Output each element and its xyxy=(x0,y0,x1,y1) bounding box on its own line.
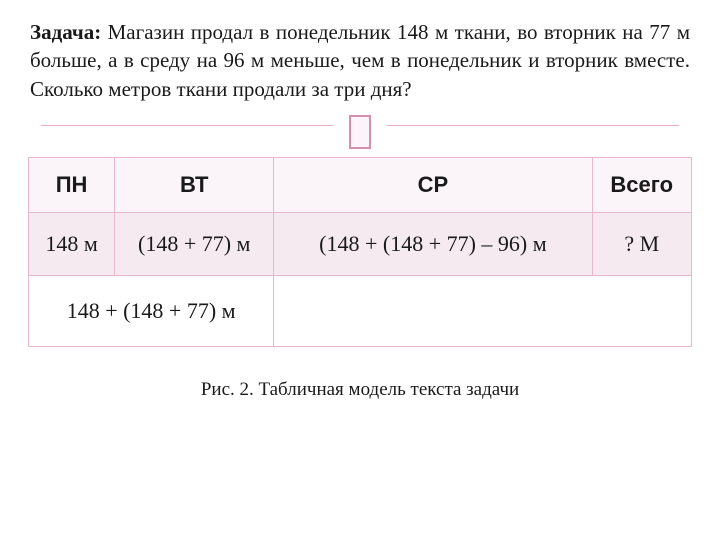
cell-sum-rest xyxy=(274,276,692,347)
col-header-sr: СР xyxy=(274,158,592,213)
table-header-row: ПН ВТ СР Всего xyxy=(29,158,692,213)
table-row: 148 + (148 + 77) м xyxy=(29,276,692,347)
divider-ornament-box xyxy=(349,115,371,149)
section-divider xyxy=(28,115,692,151)
model-table: ПН ВТ СР Всего 148 м (148 + 77) м (148 +… xyxy=(28,157,692,347)
problem-text: Магазин продал в понедельник 148 м ткани… xyxy=(30,20,690,101)
divider-line-right xyxy=(387,125,679,126)
divider-line-left xyxy=(41,125,333,126)
table-row: 148 м (148 + 77) м (148 + (148 + 77) – 9… xyxy=(29,213,692,276)
col-header-vt: ВТ xyxy=(115,158,274,213)
cell-total: ? М xyxy=(592,213,691,276)
figure-caption: Рис. 2. Табличная модель текста задачи xyxy=(28,379,692,401)
col-header-pn: ПН xyxy=(29,158,115,213)
problem-label: Задача: xyxy=(30,20,101,44)
cell-sr: (148 + (148 + 77) – 96) м xyxy=(274,213,592,276)
cell-sum-pn-vt: 148 + (148 + 77) м xyxy=(29,276,274,347)
col-header-total: Всего xyxy=(592,158,691,213)
problem-statement: Задача: Магазин продал в понедельник 148… xyxy=(30,18,690,103)
cell-pn: 148 м xyxy=(29,213,115,276)
cell-vt: (148 + 77) м xyxy=(115,213,274,276)
